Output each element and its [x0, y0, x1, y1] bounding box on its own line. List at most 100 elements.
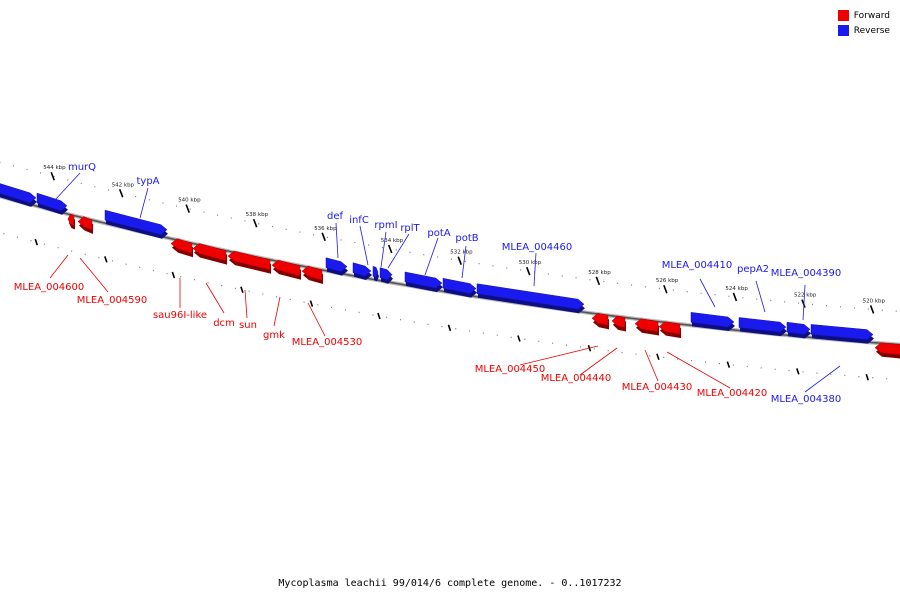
gene-label: infC — [349, 215, 369, 226]
kbp-tick-label: 526 kbp — [656, 278, 679, 284]
callout-line — [359, 225, 369, 266]
gene-label: MLEA_004590 — [77, 295, 148, 306]
kbp-tick-major — [387, 244, 393, 254]
callout-line — [380, 231, 387, 268]
gene-label: sun — [239, 320, 257, 331]
gene-arrow-mlea_004420 — [658, 321, 681, 335]
callout-line — [461, 245, 467, 279]
callout-line — [387, 233, 410, 269]
gene-arrow-dcm — [192, 243, 227, 261]
gene-label: dcm — [213, 318, 235, 329]
callout-line — [273, 296, 281, 327]
kbp-tick-major — [321, 232, 326, 242]
kbp-tick-label: 540 kbp — [178, 198, 201, 204]
legend-item-forward: Forward — [837, 9, 890, 22]
gene-arrow-infc — [352, 262, 372, 277]
kbp-tick-major — [732, 292, 738, 302]
kbp-tick-label: 542 kbp — [112, 182, 135, 188]
gene-arrow-mlea_004530 — [301, 265, 323, 281]
lower-tick-major — [240, 286, 244, 294]
lower-tick-major — [656, 353, 660, 361]
gene-label: rpmI — [374, 220, 397, 231]
gene-label: typA — [136, 176, 159, 187]
lower-tick-major — [171, 271, 176, 279]
lower-tick-major — [517, 335, 521, 342]
gene-arrow-unlabeled-0 — [0, 183, 37, 204]
kbp-tick-label: 530 kbp — [519, 260, 542, 266]
kbp-tick-label: 532 kbp — [450, 250, 473, 256]
kbp-tick-major — [526, 266, 531, 276]
gene-label: MLEA_004380 — [771, 394, 842, 405]
gene-arrow-mlea_004390 — [786, 321, 811, 335]
kbp-tick-label: 524 kbp — [725, 286, 748, 292]
callout-line — [519, 345, 599, 366]
gene-label: pepA2 — [737, 264, 769, 275]
kbp-tick-major — [663, 284, 668, 294]
kbp-tick-label: 534 kbp — [381, 238, 404, 244]
callout-line — [139, 187, 149, 219]
kbp-tick-major — [50, 171, 55, 181]
kbp-tick-major — [457, 256, 462, 265]
gene-arrow-potb — [442, 278, 477, 294]
callout-line — [755, 280, 766, 313]
gene-label: gmk — [263, 330, 285, 341]
gene-arrow-mlea_004600 — [67, 213, 75, 226]
gene-label: rplT — [400, 223, 420, 234]
gene-label: potB — [455, 233, 478, 244]
callout-line — [804, 365, 841, 393]
kbp-tick-major — [869, 305, 875, 314]
callout-line — [644, 349, 659, 382]
lower-tick-major — [796, 368, 800, 375]
legend-label-forward: Forward — [853, 10, 890, 21]
gene-label: MLEA_004420 — [697, 388, 768, 399]
gene-label: MLEA_004390 — [771, 268, 842, 279]
gene-arrow-sau96i-like — [170, 238, 193, 254]
callout-line — [699, 278, 716, 308]
gene-arrow-mlea_004460 — [476, 283, 585, 310]
gene-label: def — [327, 211, 344, 222]
gene-label: potA — [427, 228, 450, 239]
callout-line — [335, 222, 339, 259]
gene-arrow-mlea_004440 — [611, 315, 626, 328]
gene-label: MLEA_004460 — [502, 242, 573, 253]
callout-line — [533, 252, 537, 287]
callout-line — [54, 172, 81, 201]
gene-arrow-rplt — [379, 267, 393, 280]
gene-arrow-murq — [36, 192, 68, 212]
gene-arrow-pota — [404, 271, 443, 289]
kbp-tick-major — [595, 276, 601, 286]
kbp-tick-major — [185, 204, 190, 213]
kbp-tick-label: 536 kbp — [314, 226, 337, 232]
kbp-tick-label: 528 kbp — [588, 270, 611, 276]
gene-arrow-mlea_004450 — [591, 312, 609, 326]
gene-arrow-pepa2 — [738, 317, 787, 333]
gene-label: murQ — [68, 162, 96, 173]
gene-arrow-gmk — [271, 259, 301, 277]
kbp-tick-major — [118, 188, 124, 198]
callout-line — [205, 282, 225, 314]
lower-tick-major — [447, 324, 452, 332]
gene-label: MLEA_004410 — [662, 260, 733, 271]
callout-line — [79, 257, 109, 293]
callout-line — [666, 351, 731, 389]
callout-line — [307, 302, 326, 337]
callout-line — [802, 284, 806, 321]
gene-arrow-unlabeled-25 — [874, 342, 900, 355]
legend-item-reverse: Reverse — [837, 24, 890, 37]
callout-line — [49, 254, 69, 279]
callout-line — [424, 237, 439, 276]
gene-arrow-mlea_004430 — [634, 318, 659, 332]
gene-arrow-def — [325, 257, 348, 272]
kbp-tick-label: 520 kbp — [863, 298, 886, 304]
lower-tick-major — [34, 238, 39, 246]
gene-arrow-rpmi — [372, 266, 379, 278]
kbp-tick-major — [801, 299, 806, 308]
gene-label: MLEA_004450 — [475, 364, 546, 375]
gene-label: sau96I-like — [153, 310, 207, 321]
kbp-tick-major — [252, 218, 258, 228]
gene-label: MLEA_004530 — [292, 337, 363, 348]
gene-label: MLEA_004600 — [14, 282, 85, 293]
gene-arrow-typa — [104, 209, 168, 235]
lower-tick-major — [865, 374, 870, 381]
